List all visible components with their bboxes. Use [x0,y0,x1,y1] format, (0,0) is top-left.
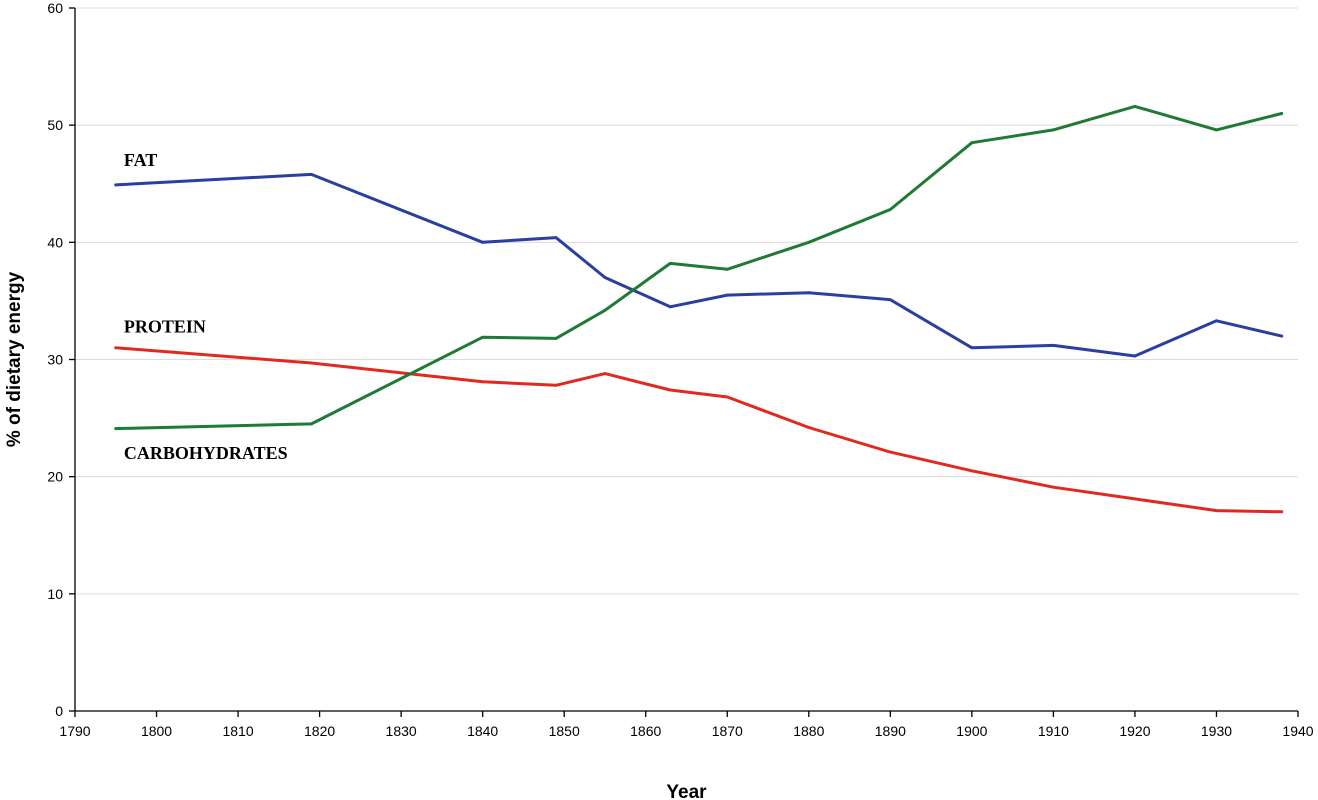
data-point-fat [310,172,313,176]
data-point-carbohydrates [481,335,485,339]
data-point-carbohydrates [807,240,811,244]
x-tick-label: 1870 [712,723,743,739]
x-tick-label: 1820 [304,723,335,739]
data-point-protein [114,346,118,350]
x-tick-label: 1830 [386,723,417,739]
y-tick-labels: 0 10 20 30 40 50 60 [47,0,63,719]
y-tick-label: 10 [47,586,63,602]
x-tick-label: 1930 [1201,723,1232,739]
x-tick-label: 1790 [59,723,90,739]
data-point-carbohydrates [310,422,313,426]
x-tick-label: 1810 [222,723,253,739]
data-point-carbohydrates [114,427,118,431]
y-tick-label: 30 [47,352,63,368]
data-point-protein [970,469,974,473]
data-point-fat [114,183,118,187]
data-point-fat [481,240,485,244]
y-tick-label: 50 [47,117,63,133]
y-axis-title: % of dietary energy [4,271,25,447]
data-point-fat [807,291,811,295]
data-point-protein [1280,510,1284,514]
series-line-carbohydrates [114,104,1284,431]
data-point-fat [970,346,974,350]
data-point-protein [888,450,892,454]
x-tick-label: 1920 [1119,723,1150,739]
data-point-fat [888,298,892,302]
data-point-carbohydrates [725,267,729,271]
data-point-fat [668,305,672,309]
series-label-carbohydrates: CARBOHYDRATES [124,443,288,463]
y-tick-label: 60 [47,0,63,16]
data-point-carbohydrates [1280,112,1284,115]
data-point-fat [1215,319,1218,323]
data-point-protein [668,388,672,392]
series-label-layer: FAT PROTEIN CARBOHYDRATES [124,150,288,463]
axis-layer [69,7,1299,717]
x-axis-title: Year [666,782,707,800]
series-layer [114,104,1284,514]
data-point-protein [807,426,811,429]
data-point-fat [725,293,729,297]
x-tick-label: 1890 [875,723,906,739]
data-point-carbohydrates [888,208,892,211]
data-point-carbohydrates [603,308,607,312]
x-tick-label: 1900 [956,723,987,739]
data-point-fat [1280,334,1284,338]
series-line-protein [114,346,1284,514]
data-point-fat [1052,344,1055,347]
data-point-protein [603,372,607,375]
series-label-protein: PROTEIN [124,317,206,337]
data-point-protein [725,395,729,399]
y-tick-label: 20 [47,469,63,485]
data-point-carbohydrates [1215,128,1218,132]
x-tick-label: 1910 [1038,723,1069,739]
x-tick-labels: 1790 1800 1810 1820 1830 1840 1850 1860 1870 1880… [59,723,1313,739]
data-point-protein [1215,509,1218,513]
x-tick-label: 1880 [793,723,824,739]
data-point-carbohydrates [1133,105,1137,108]
x-tick-label: 1850 [549,723,580,739]
data-point-carbohydrates [668,262,672,265]
y-tick-label: 0 [55,703,63,719]
data-point-protein [481,380,485,384]
data-point-fat [1133,354,1137,358]
data-point-fat [603,276,607,279]
x-tick-label: 1840 [467,723,498,739]
y-tick-label: 40 [47,234,63,250]
x-tick-label: 1940 [1282,723,1313,739]
data-point-carbohydrates [554,337,558,340]
data-point-protein [1133,497,1137,501]
series-line-fat [114,172,1284,358]
data-point-protein [554,383,558,387]
data-point-fat [554,236,558,240]
x-tick-label: 1860 [630,723,661,739]
x-tick-label: 1800 [141,723,172,739]
data-point-protein [310,361,313,365]
data-point-carbohydrates [970,141,974,145]
data-point-carbohydrates [1052,128,1055,132]
grid-layer [75,7,1298,595]
data-point-protein [1052,485,1055,489]
series-label-fat: FAT [124,150,157,170]
